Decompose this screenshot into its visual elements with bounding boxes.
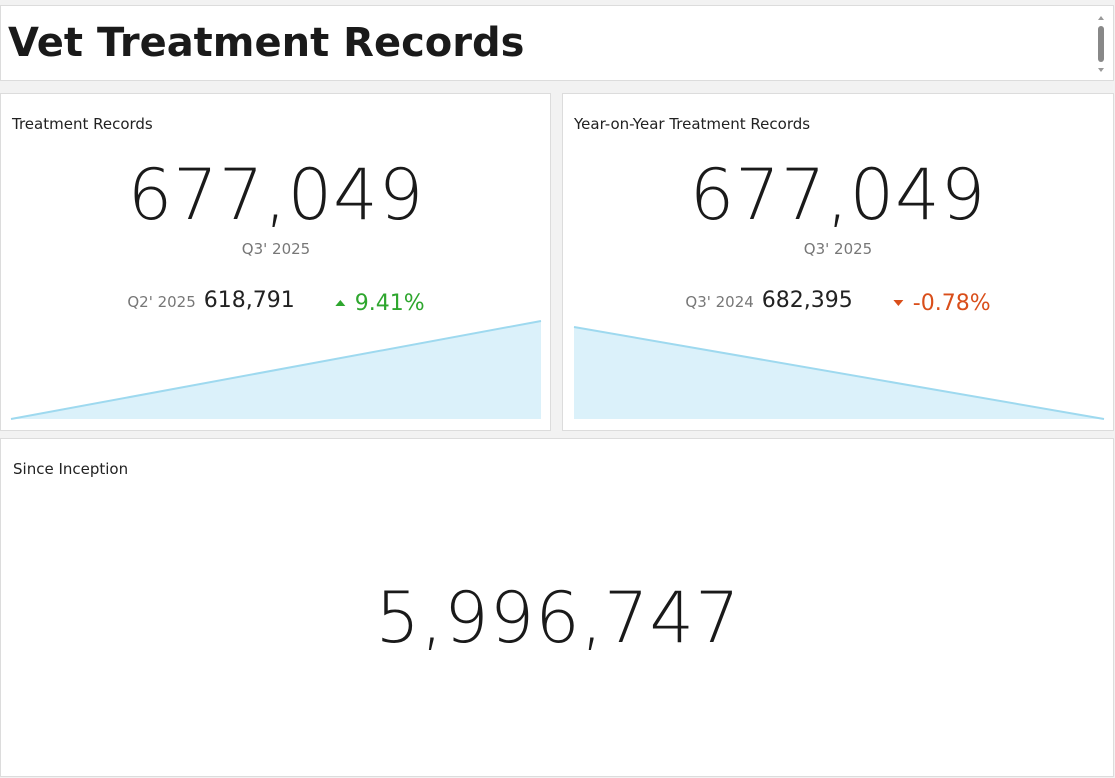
comparison-value: 682,395 bbox=[761, 288, 853, 313]
trend-arrow bbox=[893, 300, 904, 306]
kpi-value: 5,996,747 bbox=[375, 577, 741, 659]
sparkline-area bbox=[573, 326, 1105, 420]
kpi-card: Treatment Records 677,049 Q3' 2025 Q2' 2… bbox=[0, 93, 551, 431]
header: Vet Treatment Records bbox=[0, 5, 1114, 81]
comparison: Q2' 2025 618,791 9.41% bbox=[127, 288, 424, 316]
kpi-card: Since Inception 5,996,747 bbox=[0, 438, 1114, 777]
sparkline-area bbox=[10, 320, 542, 420]
kpi-card: Year-on-Year Treatment Records 677,049 Q… bbox=[562, 93, 1114, 431]
kpi-value: 677,049 bbox=[127, 154, 425, 236]
card-title: Since Inception bbox=[13, 460, 129, 478]
comparison-value: 618,791 bbox=[203, 288, 295, 313]
change: -0.78% bbox=[893, 291, 991, 316]
kpi-period: Q3' 2025 bbox=[241, 240, 311, 258]
comparison-period: Q3' 2024 bbox=[685, 293, 754, 311]
change-value: -0.78% bbox=[912, 290, 991, 316]
change-value: 9.41% bbox=[354, 290, 425, 316]
comparison-period: Q2' 2025 bbox=[127, 293, 196, 311]
trend-arrow bbox=[335, 300, 346, 306]
page-title: Vet Treatment Records bbox=[8, 20, 525, 66]
kpi-period: Q3' 2025 bbox=[803, 240, 873, 258]
card-title: Year-on-Year Treatment Records bbox=[574, 115, 811, 133]
change: 9.41% bbox=[335, 291, 425, 316]
kpi-value: 677,049 bbox=[689, 154, 987, 236]
comparison: Q3' 2024 682,395 -0.78% bbox=[685, 288, 990, 316]
card-title: Treatment Records bbox=[12, 115, 153, 133]
scrollbar[interactable] bbox=[1095, 14, 1107, 74]
